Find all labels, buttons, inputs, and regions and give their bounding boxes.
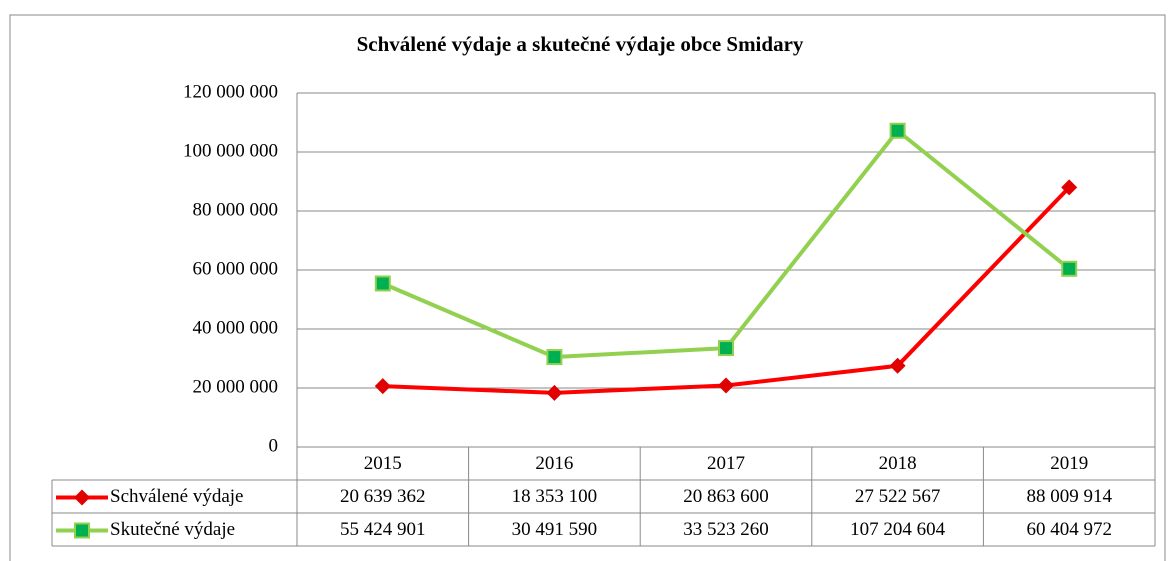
legend-label: Schválené výdaje [110, 486, 243, 507]
table-value: 20 863 600 [683, 486, 769, 507]
y-tick-label: 100 000 000 [183, 140, 278, 161]
y-tick-label: 80 000 000 [193, 199, 279, 220]
legend-label: Skutečné výdaje [110, 519, 235, 540]
marker [718, 340, 734, 357]
y-tick-label: 40 000 000 [193, 317, 279, 338]
x-tick-label: 2019 [1050, 453, 1088, 474]
x-tick-label: 2015 [364, 453, 402, 474]
table-value: 33 523 260 [683, 519, 769, 540]
table-value: 107 204 604 [850, 519, 946, 540]
marker [374, 275, 391, 292]
marker [546, 384, 563, 401]
marker [374, 378, 391, 395]
y-tick-label: 60 000 000 [193, 258, 279, 279]
x-tick-label: 2016 [535, 453, 573, 474]
table-value: 88 009 914 [1026, 486, 1112, 507]
x-tick-label: 2018 [879, 453, 917, 474]
marker [1061, 179, 1078, 196]
marker [74, 489, 90, 506]
marker [889, 357, 906, 374]
marker [718, 377, 734, 394]
table-value: 60 404 972 [1026, 519, 1112, 540]
y-tick-label: 20 000 000 [193, 376, 279, 397]
marker [546, 349, 563, 366]
marker [889, 122, 906, 139]
table-value: 27 522 567 [855, 486, 941, 507]
table-value: 18 353 100 [512, 486, 598, 507]
marker [1061, 260, 1078, 277]
marker [74, 522, 90, 539]
x-tick-label: 2017 [707, 453, 745, 474]
y-tick-label: 120 000 000 [183, 81, 278, 102]
chart-title: Schválené výdaje a skutečné výdaje obce … [357, 32, 804, 56]
y-tick-label: 0 [269, 435, 279, 456]
table-value: 55 424 901 [340, 519, 426, 540]
table-value: 20 639 362 [340, 486, 426, 507]
table-value: 30 491 590 [512, 519, 598, 540]
